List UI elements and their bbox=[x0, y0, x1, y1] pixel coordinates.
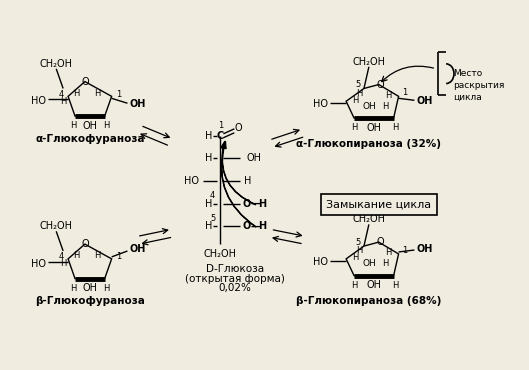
Text: Замыкание цикла: Замыкание цикла bbox=[326, 200, 431, 210]
Text: —: — bbox=[250, 221, 260, 231]
Text: OH: OH bbox=[130, 244, 146, 254]
Text: OH: OH bbox=[83, 121, 97, 131]
Text: H: H bbox=[382, 259, 389, 268]
Text: H: H bbox=[205, 131, 212, 141]
Text: 5: 5 bbox=[355, 80, 361, 89]
Text: H: H bbox=[104, 284, 110, 293]
Text: CH₂OH: CH₂OH bbox=[352, 57, 386, 67]
Text: α-Глюкофураноза: α-Глюкофураноза bbox=[35, 134, 144, 144]
Text: HO: HO bbox=[184, 176, 199, 186]
Text: OH: OH bbox=[367, 280, 381, 290]
Text: H: H bbox=[393, 123, 399, 132]
Text: α-Глюкопираноза (32%): α-Глюкопираноза (32%) bbox=[296, 139, 441, 149]
Text: 5: 5 bbox=[210, 214, 215, 223]
Text: OH: OH bbox=[416, 96, 433, 106]
Text: H: H bbox=[205, 199, 212, 209]
Text: цикла: цикла bbox=[453, 93, 482, 102]
Text: H: H bbox=[351, 123, 357, 132]
Text: H: H bbox=[95, 89, 101, 98]
Text: D-Глюкоза: D-Глюкоза bbox=[206, 264, 264, 274]
Text: H: H bbox=[386, 91, 392, 100]
Text: H: H bbox=[60, 97, 66, 106]
Text: OH: OH bbox=[362, 102, 376, 111]
Text: (открытая форма): (открытая форма) bbox=[185, 273, 285, 283]
Text: HO: HO bbox=[313, 99, 329, 109]
Text: H: H bbox=[382, 102, 389, 111]
Text: H: H bbox=[70, 121, 76, 130]
Text: H: H bbox=[356, 246, 362, 256]
Text: 5: 5 bbox=[355, 238, 361, 247]
Text: O: O bbox=[81, 239, 89, 249]
Text: H: H bbox=[351, 281, 357, 290]
Text: H: H bbox=[352, 253, 358, 262]
Text: H: H bbox=[205, 154, 212, 164]
Text: H: H bbox=[244, 176, 252, 186]
Text: β-Глюкопираноза (68%): β-Глюкопираноза (68%) bbox=[296, 296, 442, 306]
Text: CH₂OH: CH₂OH bbox=[40, 59, 72, 69]
Text: раскрытия: раскрытия bbox=[453, 81, 504, 90]
Text: —: — bbox=[250, 199, 260, 209]
Text: 4: 4 bbox=[59, 252, 64, 261]
Text: O: O bbox=[242, 221, 251, 231]
Text: H: H bbox=[258, 221, 266, 231]
Text: H: H bbox=[356, 89, 362, 98]
Text: H: H bbox=[70, 284, 76, 293]
FancyArrowPatch shape bbox=[221, 141, 256, 227]
Text: HO: HO bbox=[31, 96, 47, 106]
Text: OH: OH bbox=[367, 123, 381, 133]
Text: H: H bbox=[95, 252, 101, 260]
Text: OH: OH bbox=[246, 154, 261, 164]
Text: 4: 4 bbox=[59, 90, 64, 99]
Text: H: H bbox=[205, 221, 212, 231]
Text: 1: 1 bbox=[116, 90, 121, 99]
FancyArrowPatch shape bbox=[221, 141, 256, 205]
Text: H: H bbox=[73, 89, 79, 98]
Text: O: O bbox=[242, 199, 251, 209]
Text: 0,02%: 0,02% bbox=[219, 283, 252, 293]
Text: H: H bbox=[60, 259, 66, 268]
Text: CH₂OH: CH₂OH bbox=[40, 221, 72, 231]
Text: C: C bbox=[217, 131, 224, 141]
Text: H: H bbox=[386, 249, 392, 258]
Text: OH: OH bbox=[362, 259, 376, 268]
Text: 1: 1 bbox=[402, 246, 407, 255]
Text: Место: Место bbox=[453, 69, 482, 78]
Text: 1: 1 bbox=[402, 88, 407, 97]
Text: CH₂OH: CH₂OH bbox=[204, 249, 237, 259]
Text: HO: HO bbox=[313, 257, 329, 267]
Text: HO: HO bbox=[31, 259, 47, 269]
Text: H: H bbox=[352, 96, 358, 105]
Text: OH: OH bbox=[130, 99, 146, 109]
Text: 1: 1 bbox=[116, 252, 121, 261]
Text: H: H bbox=[258, 199, 266, 209]
Text: O: O bbox=[81, 77, 89, 87]
Text: H: H bbox=[104, 121, 110, 130]
Text: H: H bbox=[73, 252, 79, 260]
Text: O: O bbox=[377, 80, 385, 90]
Text: 1: 1 bbox=[218, 121, 223, 130]
Text: OH: OH bbox=[416, 244, 433, 254]
Text: OH: OH bbox=[83, 283, 97, 293]
Text: H: H bbox=[393, 281, 399, 290]
Text: O: O bbox=[377, 237, 385, 247]
Text: CH₂OH: CH₂OH bbox=[352, 215, 386, 225]
Text: 4: 4 bbox=[210, 191, 215, 200]
Text: O: O bbox=[234, 123, 242, 133]
Text: β-Глюкофураноза: β-Глюкофураноза bbox=[35, 296, 145, 306]
